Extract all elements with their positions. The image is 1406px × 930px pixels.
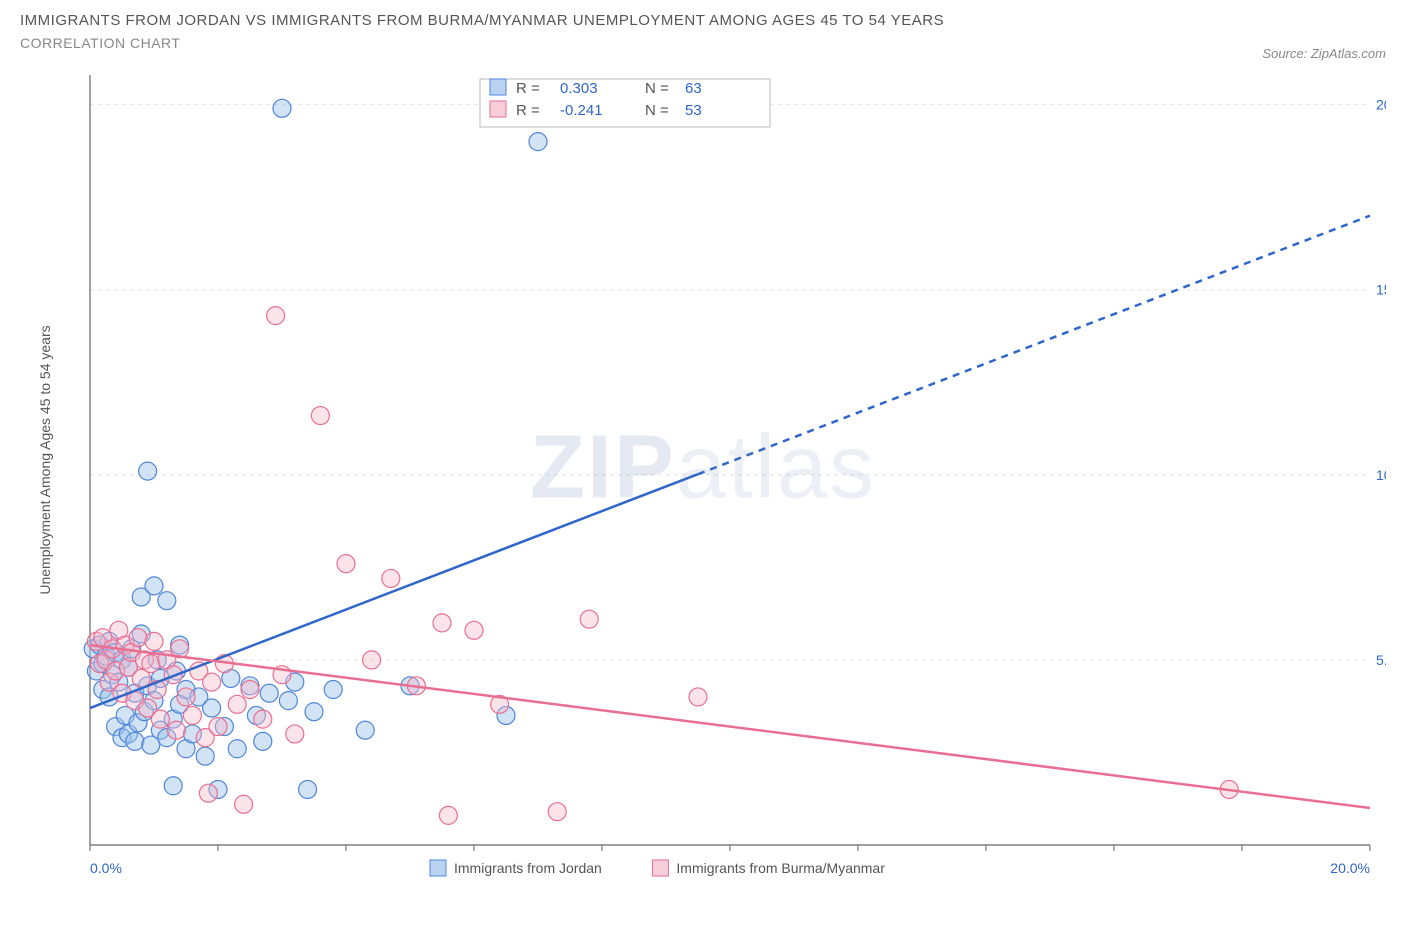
svg-text:-0.241: -0.241 bbox=[560, 102, 603, 119]
svg-text:0.0%: 0.0% bbox=[90, 860, 122, 876]
svg-text:Immigrants from Jordan: Immigrants from Jordan bbox=[454, 860, 602, 876]
svg-text:Unemployment Among Ages 45 to: Unemployment Among Ages 45 to 54 years bbox=[37, 325, 53, 594]
svg-text:R =: R = bbox=[516, 80, 540, 97]
chart-subtitle: CORRELATION CHART bbox=[20, 35, 180, 51]
svg-text:10.0%: 10.0% bbox=[1376, 467, 1386, 483]
correlation-scatter-chart: 5.0% 10.0% 15.0% 20.0% 0.0% 20.0% Unemployment… bbox=[20, 65, 1386, 905]
svg-text:20.0%: 20.0% bbox=[1376, 97, 1386, 113]
svg-text:63: 63 bbox=[685, 80, 702, 97]
source-attribution: Source: ZipAtlas.com bbox=[1262, 46, 1386, 61]
chart-title: IMMIGRANTS FROM JORDAN VS IMMIGRANTS FRO… bbox=[20, 12, 944, 29]
svg-text:N =: N = bbox=[645, 80, 669, 97]
svg-text:0.303: 0.303 bbox=[560, 80, 598, 97]
svg-text:20.0%: 20.0% bbox=[1330, 860, 1370, 876]
svg-text:N =: N = bbox=[645, 102, 669, 119]
svg-text:Immigrants from Burma/Myanmar: Immigrants from Burma/Myanmar bbox=[676, 860, 885, 876]
svg-text:5.0%: 5.0% bbox=[1376, 652, 1386, 668]
svg-text:15.0%: 15.0% bbox=[1376, 282, 1386, 298]
svg-text:53: 53 bbox=[685, 102, 702, 119]
svg-text:R =: R = bbox=[516, 102, 540, 119]
chart-container: 5.0% 10.0% 15.0% 20.0% 0.0% 20.0% Unemployment… bbox=[20, 65, 1386, 905]
